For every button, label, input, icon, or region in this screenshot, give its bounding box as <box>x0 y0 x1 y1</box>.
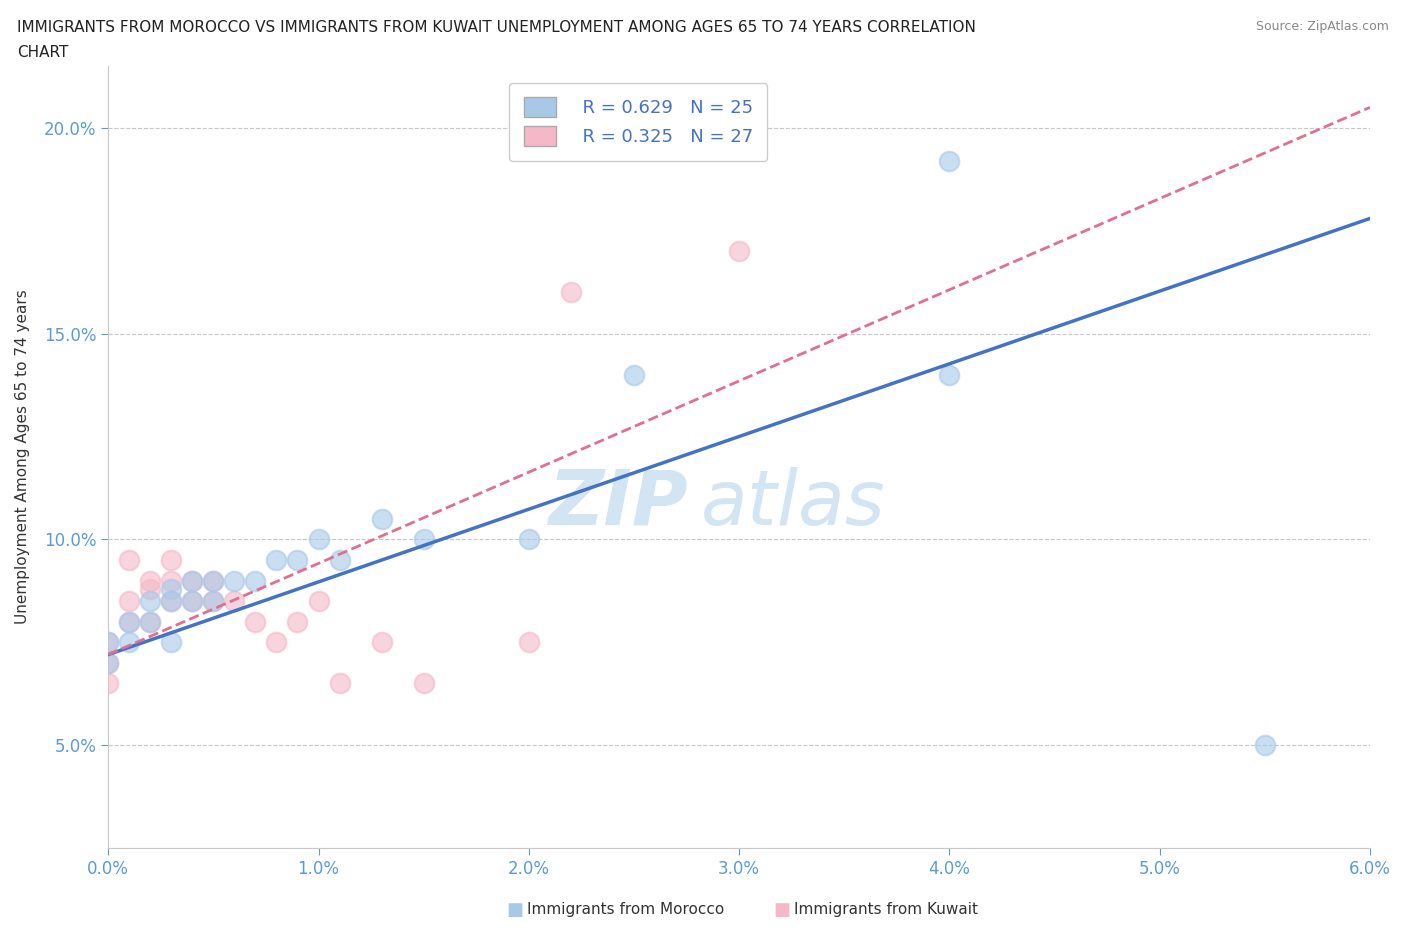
Point <box>97 656 120 671</box>
Point <box>97 635 120 650</box>
Point <box>328 552 350 567</box>
Point <box>202 573 225 588</box>
Point <box>308 532 330 547</box>
Point <box>202 573 225 588</box>
Point <box>202 593 225 608</box>
Text: IMMIGRANTS FROM MOROCCO VS IMMIGRANTS FROM KUWAIT UNEMPLOYMENT AMONG AGES 65 TO : IMMIGRANTS FROM MOROCCO VS IMMIGRANTS FR… <box>17 20 976 35</box>
Point <box>517 635 540 650</box>
Point <box>139 581 162 596</box>
Point <box>160 552 183 567</box>
Point <box>266 635 288 650</box>
Point <box>370 635 392 650</box>
Point <box>160 581 183 596</box>
Text: Source: ZipAtlas.com: Source: ZipAtlas.com <box>1256 20 1389 33</box>
Point <box>287 552 309 567</box>
Point <box>118 593 141 608</box>
Point <box>160 573 183 588</box>
Text: CHART: CHART <box>17 45 69 60</box>
Point <box>97 635 120 650</box>
Point <box>97 676 120 691</box>
Text: ■: ■ <box>773 900 790 919</box>
Point <box>224 573 246 588</box>
Point <box>266 552 288 567</box>
Text: atlas: atlas <box>702 467 886 541</box>
Point <box>139 593 162 608</box>
Point <box>370 512 392 526</box>
Point <box>308 593 330 608</box>
Point <box>938 153 960 168</box>
Text: Immigrants from Kuwait: Immigrants from Kuwait <box>794 902 979 917</box>
Point <box>412 532 434 547</box>
Point <box>118 614 141 629</box>
Point <box>181 593 204 608</box>
Y-axis label: Unemployment Among Ages 65 to 74 years: Unemployment Among Ages 65 to 74 years <box>15 290 30 624</box>
Text: ZIP: ZIP <box>548 467 689 541</box>
Point <box>139 573 162 588</box>
Point <box>328 676 350 691</box>
Point <box>97 656 120 671</box>
Point <box>139 614 162 629</box>
Point <box>181 573 204 588</box>
Point <box>224 593 246 608</box>
Point <box>728 244 751 259</box>
Point <box>517 532 540 547</box>
Point <box>560 285 582 299</box>
Point <box>118 552 141 567</box>
Point <box>938 367 960 382</box>
Point <box>160 593 183 608</box>
Point <box>160 635 183 650</box>
Text: ■: ■ <box>506 900 523 919</box>
Point <box>245 573 267 588</box>
Point <box>202 593 225 608</box>
Point <box>118 614 141 629</box>
Point <box>287 614 309 629</box>
Point <box>1254 737 1277 752</box>
Point <box>160 593 183 608</box>
Point <box>181 573 204 588</box>
Point <box>412 676 434 691</box>
Point <box>181 593 204 608</box>
Point <box>623 367 645 382</box>
Point <box>245 614 267 629</box>
Legend:   R = 0.629   N = 25,   R = 0.325   N = 27: R = 0.629 N = 25, R = 0.325 N = 27 <box>509 83 768 161</box>
Text: Immigrants from Morocco: Immigrants from Morocco <box>527 902 724 917</box>
Point <box>118 635 141 650</box>
Point <box>139 614 162 629</box>
